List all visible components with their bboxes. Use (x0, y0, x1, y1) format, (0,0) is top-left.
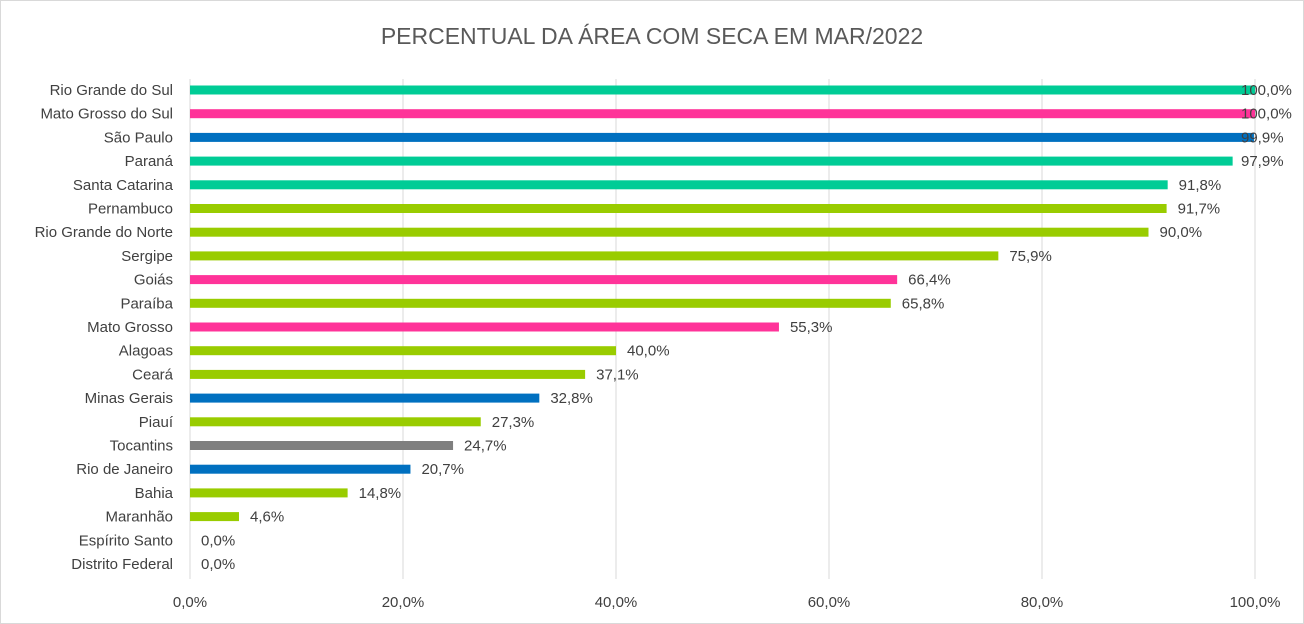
category-label: Rio de Janeiro (76, 461, 173, 478)
bar (190, 227, 1149, 237)
category-label: Sergipe (121, 248, 173, 265)
bar (190, 393, 540, 403)
bar (190, 488, 348, 498)
data-label: 24,7% (464, 438, 507, 455)
category-label: Rio Grande do Sul (50, 82, 173, 99)
category-label: Paraíba (120, 295, 173, 312)
x-tick-label: 60,0% (808, 594, 851, 611)
category-label: Ceará (132, 366, 174, 383)
data-label: 32,8% (550, 390, 593, 407)
data-label: 91,8% (1179, 177, 1222, 194)
data-label: 100,0% (1241, 82, 1292, 99)
data-label: 0,0% (201, 532, 235, 549)
bar (190, 512, 239, 522)
chart-title: PERCENTUAL DA ÁREA COM SECA EM MAR/2022 (380, 23, 924, 49)
data-label: 97,9% (1241, 153, 1284, 170)
category-label: Minas Gerais (85, 390, 173, 407)
data-label: 37,1% (596, 366, 639, 383)
bar (190, 298, 891, 308)
data-label: 75,9% (1009, 248, 1052, 265)
category-label: Alagoas (119, 343, 173, 360)
data-label: 0,0% (201, 556, 235, 573)
bar (190, 346, 616, 356)
x-tick-label: 0,0% (173, 594, 207, 611)
data-label: 100,0% (1241, 106, 1292, 123)
bar (190, 204, 1167, 213)
bar (190, 251, 999, 261)
data-label: 66,4% (908, 272, 951, 289)
data-label: 65,8% (902, 295, 945, 312)
category-label: Mato Grosso do Sul (40, 106, 173, 123)
category-label: Espírito Santo (79, 532, 173, 549)
category-label: Distrito Federal (71, 556, 173, 573)
category-label: Paraná (125, 153, 174, 170)
x-tick-label: 40,0% (595, 594, 638, 611)
bar (190, 85, 1255, 95)
category-label: Maranhão (105, 509, 173, 526)
bar (190, 275, 898, 285)
data-label: 99,9% (1241, 129, 1284, 146)
bar (190, 156, 1233, 166)
data-label: 90,0% (1160, 224, 1203, 241)
bar (190, 180, 1168, 190)
data-label: 4,6% (250, 509, 284, 526)
category-label: Tocantins (110, 438, 173, 455)
bar (190, 322, 779, 332)
category-label: Bahia (135, 485, 174, 502)
category-label: São Paulo (104, 129, 173, 146)
category-label: Piauí (139, 414, 174, 431)
category-label: Goiás (134, 272, 173, 289)
data-label: 14,8% (359, 485, 402, 502)
category-label: Pernambuco (88, 201, 173, 218)
data-label: 55,3% (790, 319, 833, 336)
bar (190, 441, 454, 450)
x-tick-label: 100,0% (1230, 594, 1281, 611)
bar (190, 464, 411, 474)
category-label: Rio Grande do Norte (35, 224, 173, 241)
data-label: 20,7% (421, 461, 464, 478)
x-tick-label: 20,0% (382, 594, 425, 611)
category-label: Mato Grosso (87, 319, 173, 336)
bar (190, 109, 1255, 119)
x-tick-label: 80,0% (1021, 594, 1064, 611)
bar (190, 417, 481, 427)
category-label: Santa Catarina (73, 177, 174, 194)
bar (190, 369, 586, 379)
bar (190, 132, 1254, 142)
data-label: 27,3% (492, 414, 535, 431)
data-label: 91,7% (1178, 201, 1221, 218)
data-label: 40,0% (627, 343, 670, 360)
